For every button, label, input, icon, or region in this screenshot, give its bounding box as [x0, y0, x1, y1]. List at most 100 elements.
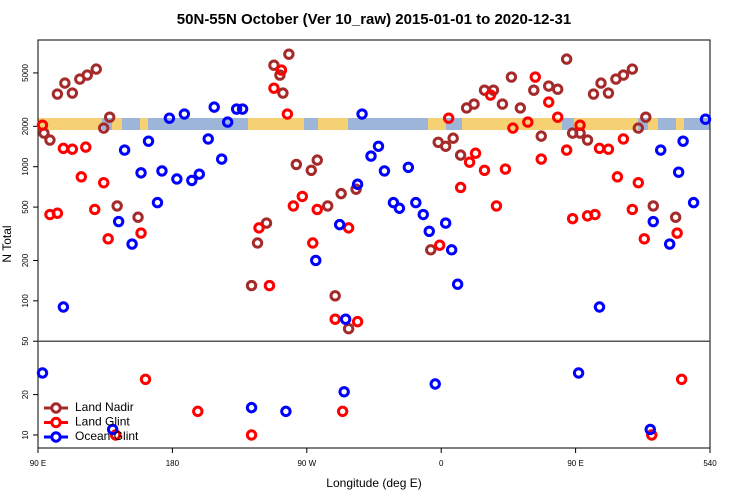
data-point [245, 429, 258, 441]
data-point [505, 71, 518, 83]
data-point [439, 217, 452, 229]
legend-label: Ocean Glint [75, 429, 139, 443]
data-point [490, 200, 503, 212]
data-point [132, 211, 144, 223]
x-tick-label: 540 [703, 459, 717, 468]
data-point [434, 239, 446, 251]
data-point [139, 373, 152, 386]
data-point [151, 196, 164, 209]
data-point [329, 313, 341, 325]
data-point [106, 423, 119, 436]
data-point [372, 140, 385, 152]
data-point [66, 87, 79, 99]
data-point [454, 181, 467, 194]
data-point [268, 59, 280, 71]
x-tick-label: 180 [166, 459, 180, 468]
data-point [543, 80, 555, 92]
data-point [647, 215, 659, 228]
data-point [499, 163, 512, 175]
legend-label: Land Glint [75, 415, 130, 429]
y-axis-label: N Total [0, 225, 14, 262]
data-point [36, 119, 49, 131]
data-point [268, 82, 280, 94]
data-point [425, 244, 437, 256]
data-point [215, 153, 228, 165]
data-point [463, 156, 476, 168]
data-point [602, 87, 615, 99]
data-point [245, 279, 258, 292]
data-point [307, 237, 319, 249]
data-point [644, 423, 656, 436]
land-ocean-strip [38, 118, 710, 130]
data-point [66, 143, 79, 155]
y-tick-label: 20 [21, 390, 30, 399]
data-point [410, 196, 422, 209]
data-point [36, 367, 49, 379]
data-point [626, 63, 639, 75]
data-point [632, 176, 645, 189]
data-point [468, 98, 480, 110]
data-point [336, 405, 349, 418]
data-point [484, 89, 497, 101]
data-point [163, 112, 176, 124]
data-point [507, 122, 519, 134]
data-point [98, 176, 110, 189]
data-point [342, 323, 355, 335]
y-tick-label: 10 [21, 430, 30, 439]
legend-label: Land Nadir [75, 400, 134, 414]
data-point [245, 401, 258, 414]
data-point [178, 108, 191, 120]
data-point [186, 174, 198, 187]
data-point [611, 171, 624, 183]
data-point [322, 200, 334, 212]
data-point [646, 429, 658, 441]
data-point [283, 48, 295, 60]
data-point [663, 238, 676, 250]
data-point [671, 227, 683, 239]
data-point [672, 166, 685, 178]
data-point [675, 373, 688, 386]
data-point [447, 132, 459, 144]
data-point [439, 140, 452, 152]
data-point [89, 203, 101, 216]
data-point [535, 153, 547, 165]
data-point [581, 134, 594, 146]
data-point [75, 171, 88, 183]
data-point [655, 144, 667, 156]
data-point [572, 367, 585, 379]
y-tick-label: 2000 [21, 117, 30, 135]
data-point [365, 150, 377, 162]
data-point [112, 215, 125, 228]
y-tick-label: 50 [21, 336, 30, 345]
data-point [351, 315, 364, 328]
data-point [102, 233, 114, 245]
data-point [402, 161, 415, 173]
data-point [566, 212, 579, 225]
data-point [593, 142, 606, 155]
data-point [587, 88, 600, 100]
legend-marker [50, 431, 62, 443]
data-point [253, 222, 265, 234]
data-point [551, 83, 564, 95]
data-point [80, 141, 92, 153]
data-point [451, 278, 464, 290]
data-point [617, 133, 630, 145]
data-point [305, 164, 317, 177]
data-point [135, 167, 147, 179]
data-point [329, 290, 341, 302]
data-point [126, 238, 138, 250]
y-tick-label: 100 [21, 294, 30, 308]
y-tick-label: 200 [21, 253, 30, 267]
data-point [171, 173, 183, 185]
data-point [230, 103, 243, 115]
data-point [342, 222, 355, 234]
data-point [699, 113, 712, 125]
chart-title: 50N-55N October (Ver 10_raw) 2015-01-01 … [177, 11, 571, 28]
data-point [535, 130, 547, 142]
data-point [251, 237, 264, 249]
data-point [311, 154, 323, 166]
data-point [118, 144, 131, 156]
data-point [208, 101, 220, 113]
x-tick-label: 90 W [297, 459, 316, 468]
legend-marker [50, 402, 62, 414]
